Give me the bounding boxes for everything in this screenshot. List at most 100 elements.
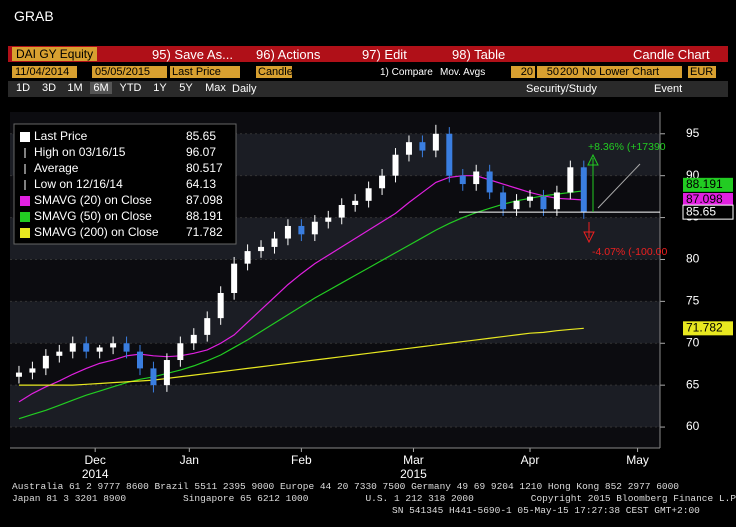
- range-arrow-head: [587, 153, 599, 166]
- legend-swatch: [20, 132, 30, 142]
- menu-item[interactable]: 96) Actions: [256, 47, 321, 62]
- y-tick-label: 65: [686, 377, 700, 391]
- candle-body: [513, 200, 520, 210]
- x-tick-label: Dec: [85, 453, 106, 467]
- security-study[interactable]: Security/Study: [526, 83, 597, 95]
- legend-swatch: [20, 212, 30, 222]
- range-button[interactable]: Max: [205, 82, 226, 94]
- price-tag: [683, 321, 733, 336]
- period[interactable]: 200: [560, 66, 580, 78]
- annotation: -4.07% (-100.00: [592, 246, 667, 258]
- sma-line: [18, 190, 584, 420]
- candle-body: [42, 355, 49, 369]
- period[interactable]: 50: [537, 66, 561, 78]
- price-tag-label: 71.782: [686, 321, 723, 335]
- candle-body: [325, 217, 332, 222]
- period[interactable]: 20: [511, 66, 535, 78]
- range-button[interactable]: 1Y: [153, 82, 167, 94]
- y-tick-label: 75: [686, 294, 700, 308]
- menu-item[interactable]: 97) Edit: [362, 47, 407, 62]
- price-tag: [683, 177, 733, 192]
- candle-body: [190, 334, 197, 344]
- candle-body: [459, 175, 466, 185]
- legend-label: SMAVG (50) on Close: [34, 209, 152, 223]
- legend-label: High on 03/16/15: [34, 145, 126, 159]
- candle-body: [15, 372, 22, 377]
- candle-body: [110, 343, 117, 348]
- range-button[interactable]: 1M: [67, 82, 83, 94]
- candle-body: [486, 171, 493, 193]
- footer-line: Japan 81 3 3201 8900 Singapore 65 6212 1…: [12, 493, 736, 504]
- candle-body: [231, 263, 238, 293]
- legend-box: [13, 123, 237, 245]
- candle-body: [365, 188, 372, 201]
- legend-value: 85.65: [186, 129, 216, 143]
- range-button[interactable]: 3D: [41, 82, 57, 94]
- candle-body: [540, 196, 547, 210]
- currency[interactable]: EUR: [688, 66, 716, 78]
- candle-body: [163, 360, 170, 386]
- candle-body: [500, 192, 507, 210]
- candle-body: [392, 154, 399, 176]
- candle-body: [338, 205, 345, 218]
- x-tick-label: Apr: [521, 453, 540, 467]
- price-tag: [682, 204, 734, 220]
- candle-body: [298, 225, 305, 235]
- candle-body: [150, 368, 157, 386]
- menu-item[interactable]: 95) Save As...: [152, 47, 233, 62]
- style[interactable]: Candle: [256, 66, 293, 78]
- compare[interactable]: 1) Compare: [380, 67, 433, 78]
- candle-body: [271, 238, 278, 247]
- legend-value: 88.191: [186, 209, 223, 223]
- candle-body: [56, 351, 63, 356]
- field[interactable]: Last Price: [170, 66, 240, 78]
- candle-body: [567, 167, 574, 193]
- chart-type[interactable]: Candle Chart: [633, 47, 710, 62]
- range-button[interactable]: 5Y: [179, 82, 193, 94]
- candle-body: [284, 225, 291, 239]
- legend-value: 71.782: [186, 225, 223, 239]
- band: [10, 301, 660, 344]
- candle-body: [379, 175, 386, 189]
- legend-label: Low on 12/16/14: [34, 177, 123, 191]
- candle-body: [177, 343, 184, 361]
- command-bar: [8, 46, 728, 62]
- range-arrow-head: [583, 231, 595, 244]
- menu-item[interactable]: 98) Table: [452, 47, 506, 62]
- legend-label: Last Price: [34, 129, 88, 143]
- start-date[interactable]: 11/04/2014: [12, 66, 77, 78]
- candle-body: [419, 142, 426, 151]
- candle-body: [244, 251, 251, 264]
- legend-label: Average: [34, 161, 79, 175]
- sma-line: [18, 327, 584, 386]
- candle-body: [527, 196, 533, 201]
- candle-body: [405, 142, 412, 155]
- legend-label: SMAVG (200) on Close: [34, 225, 159, 239]
- candle-body: [311, 221, 318, 235]
- y-tick-label: 70: [686, 335, 700, 349]
- price-tag-label: 88.191: [686, 177, 723, 191]
- price-tag-label: 87.098: [686, 192, 723, 206]
- candle-body: [432, 133, 439, 151]
- candle-body: [258, 246, 265, 252]
- event[interactable]: Event: [654, 83, 683, 95]
- legend-label: SMAVG (20) on Close: [34, 193, 152, 207]
- legend-value: 87.098: [186, 193, 223, 207]
- candle-body: [473, 171, 480, 185]
- legend-value: 96.07: [186, 145, 216, 159]
- range-button[interactable]: YTD: [119, 82, 142, 94]
- x-tick-label: Jan: [180, 453, 199, 467]
- range-button[interactable]: 1D: [15, 82, 31, 94]
- end-date[interactable]: 05/05/2015: [92, 66, 167, 78]
- security[interactable]: DAI GY Equity: [12, 47, 98, 61]
- y-tick-label: 95: [686, 126, 700, 140]
- frequency[interactable]: Daily: [232, 83, 257, 95]
- year-label: 2014: [82, 467, 109, 481]
- legend-swatch: [20, 228, 30, 238]
- mov-avgs[interactable]: Mov. Avgs: [440, 67, 486, 78]
- lower-chart[interactable]: No Lower Chart: [580, 66, 682, 78]
- range-button[interactable]: 6M: [90, 82, 112, 94]
- price-tag: [683, 192, 733, 207]
- y-tick-label: 80: [686, 252, 700, 266]
